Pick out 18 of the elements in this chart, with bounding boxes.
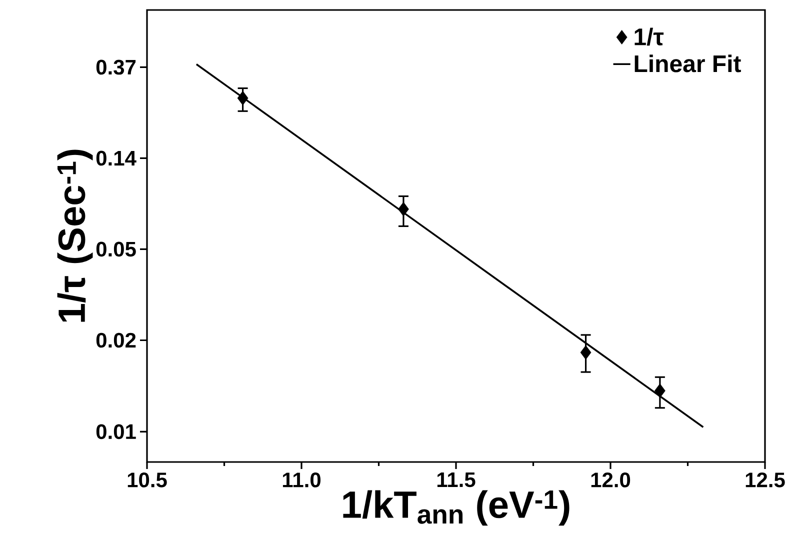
- point: [237, 90, 248, 106]
- point: [580, 345, 592, 360]
- point: [398, 202, 409, 216]
- x-tick-label: 11.0: [282, 472, 320, 488]
- legend-label: Linear Fit: [634, 54, 741, 72]
- x-tick-label: 10.5: [128, 472, 167, 488]
- y-tick-label: 0.14: [96, 150, 136, 166]
- x-tick-label: 12.5: [746, 472, 785, 488]
- x-tick-label: 12.0: [591, 472, 630, 488]
- legend-label: 1/τ: [634, 28, 664, 46]
- y-axis-title: 1/τ (Sec$^{-1}$): [57, 150, 93, 322]
- y-tick-label: 0.05: [96, 242, 136, 257]
- point: [654, 384, 666, 398]
- y-tick-label: 0.37: [96, 60, 136, 75]
- x-tick-label: 11.5: [437, 472, 476, 488]
- y-tick-label: 0.02: [96, 332, 136, 348]
- y-tick-label: 0.01: [96, 424, 136, 440]
- x-axis-title: 1/kT$_{ann}$ (eV$^{-1}$): [343, 490, 570, 526]
